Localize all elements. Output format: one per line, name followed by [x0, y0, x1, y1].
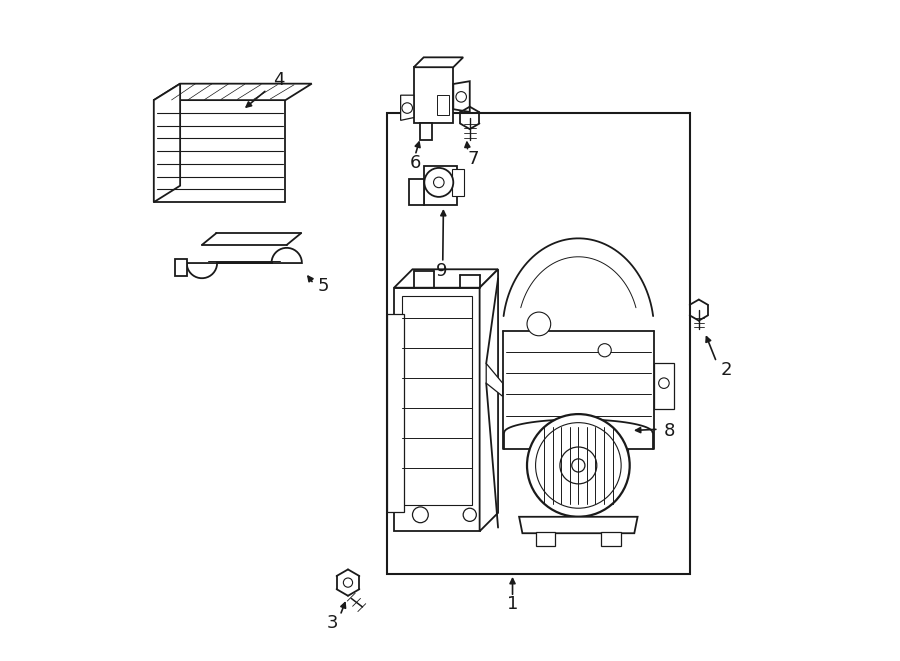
- Polygon shape: [519, 517, 637, 533]
- Text: 7: 7: [468, 150, 480, 169]
- Bar: [536, 532, 555, 547]
- Circle shape: [527, 312, 551, 336]
- Polygon shape: [454, 81, 470, 112]
- Polygon shape: [394, 288, 480, 531]
- Text: 6: 6: [410, 153, 421, 172]
- Text: 3: 3: [327, 615, 338, 633]
- Circle shape: [412, 507, 428, 523]
- Bar: [388, 113, 690, 574]
- Polygon shape: [186, 248, 302, 278]
- Polygon shape: [154, 100, 285, 202]
- Bar: [608, 449, 627, 465]
- Polygon shape: [480, 269, 498, 531]
- Text: 4: 4: [273, 71, 284, 89]
- Circle shape: [536, 422, 621, 508]
- Bar: [601, 532, 621, 547]
- Circle shape: [424, 168, 454, 197]
- Bar: [529, 449, 549, 465]
- Polygon shape: [388, 314, 404, 512]
- Polygon shape: [175, 259, 186, 276]
- Polygon shape: [654, 364, 674, 409]
- Polygon shape: [414, 58, 464, 67]
- Circle shape: [527, 414, 630, 517]
- Circle shape: [598, 344, 611, 357]
- Bar: [414, 67, 454, 123]
- Circle shape: [344, 578, 353, 587]
- Circle shape: [560, 447, 597, 484]
- Text: 1: 1: [507, 595, 518, 613]
- Text: 9: 9: [436, 262, 448, 280]
- Circle shape: [659, 378, 670, 389]
- Circle shape: [572, 459, 585, 472]
- Polygon shape: [410, 179, 424, 206]
- Bar: [424, 166, 456, 206]
- Polygon shape: [154, 84, 180, 202]
- Polygon shape: [402, 295, 472, 505]
- Polygon shape: [394, 269, 498, 288]
- Circle shape: [464, 508, 476, 522]
- Text: 2: 2: [721, 361, 733, 379]
- Text: 5: 5: [318, 277, 329, 295]
- Circle shape: [434, 177, 444, 188]
- Polygon shape: [154, 84, 311, 100]
- Circle shape: [402, 103, 412, 113]
- Polygon shape: [420, 123, 432, 139]
- Polygon shape: [486, 364, 503, 397]
- Bar: [452, 169, 464, 196]
- Text: 8: 8: [663, 422, 675, 440]
- Bar: [569, 449, 589, 465]
- Polygon shape: [400, 95, 414, 120]
- Circle shape: [456, 92, 466, 102]
- Bar: [436, 95, 449, 115]
